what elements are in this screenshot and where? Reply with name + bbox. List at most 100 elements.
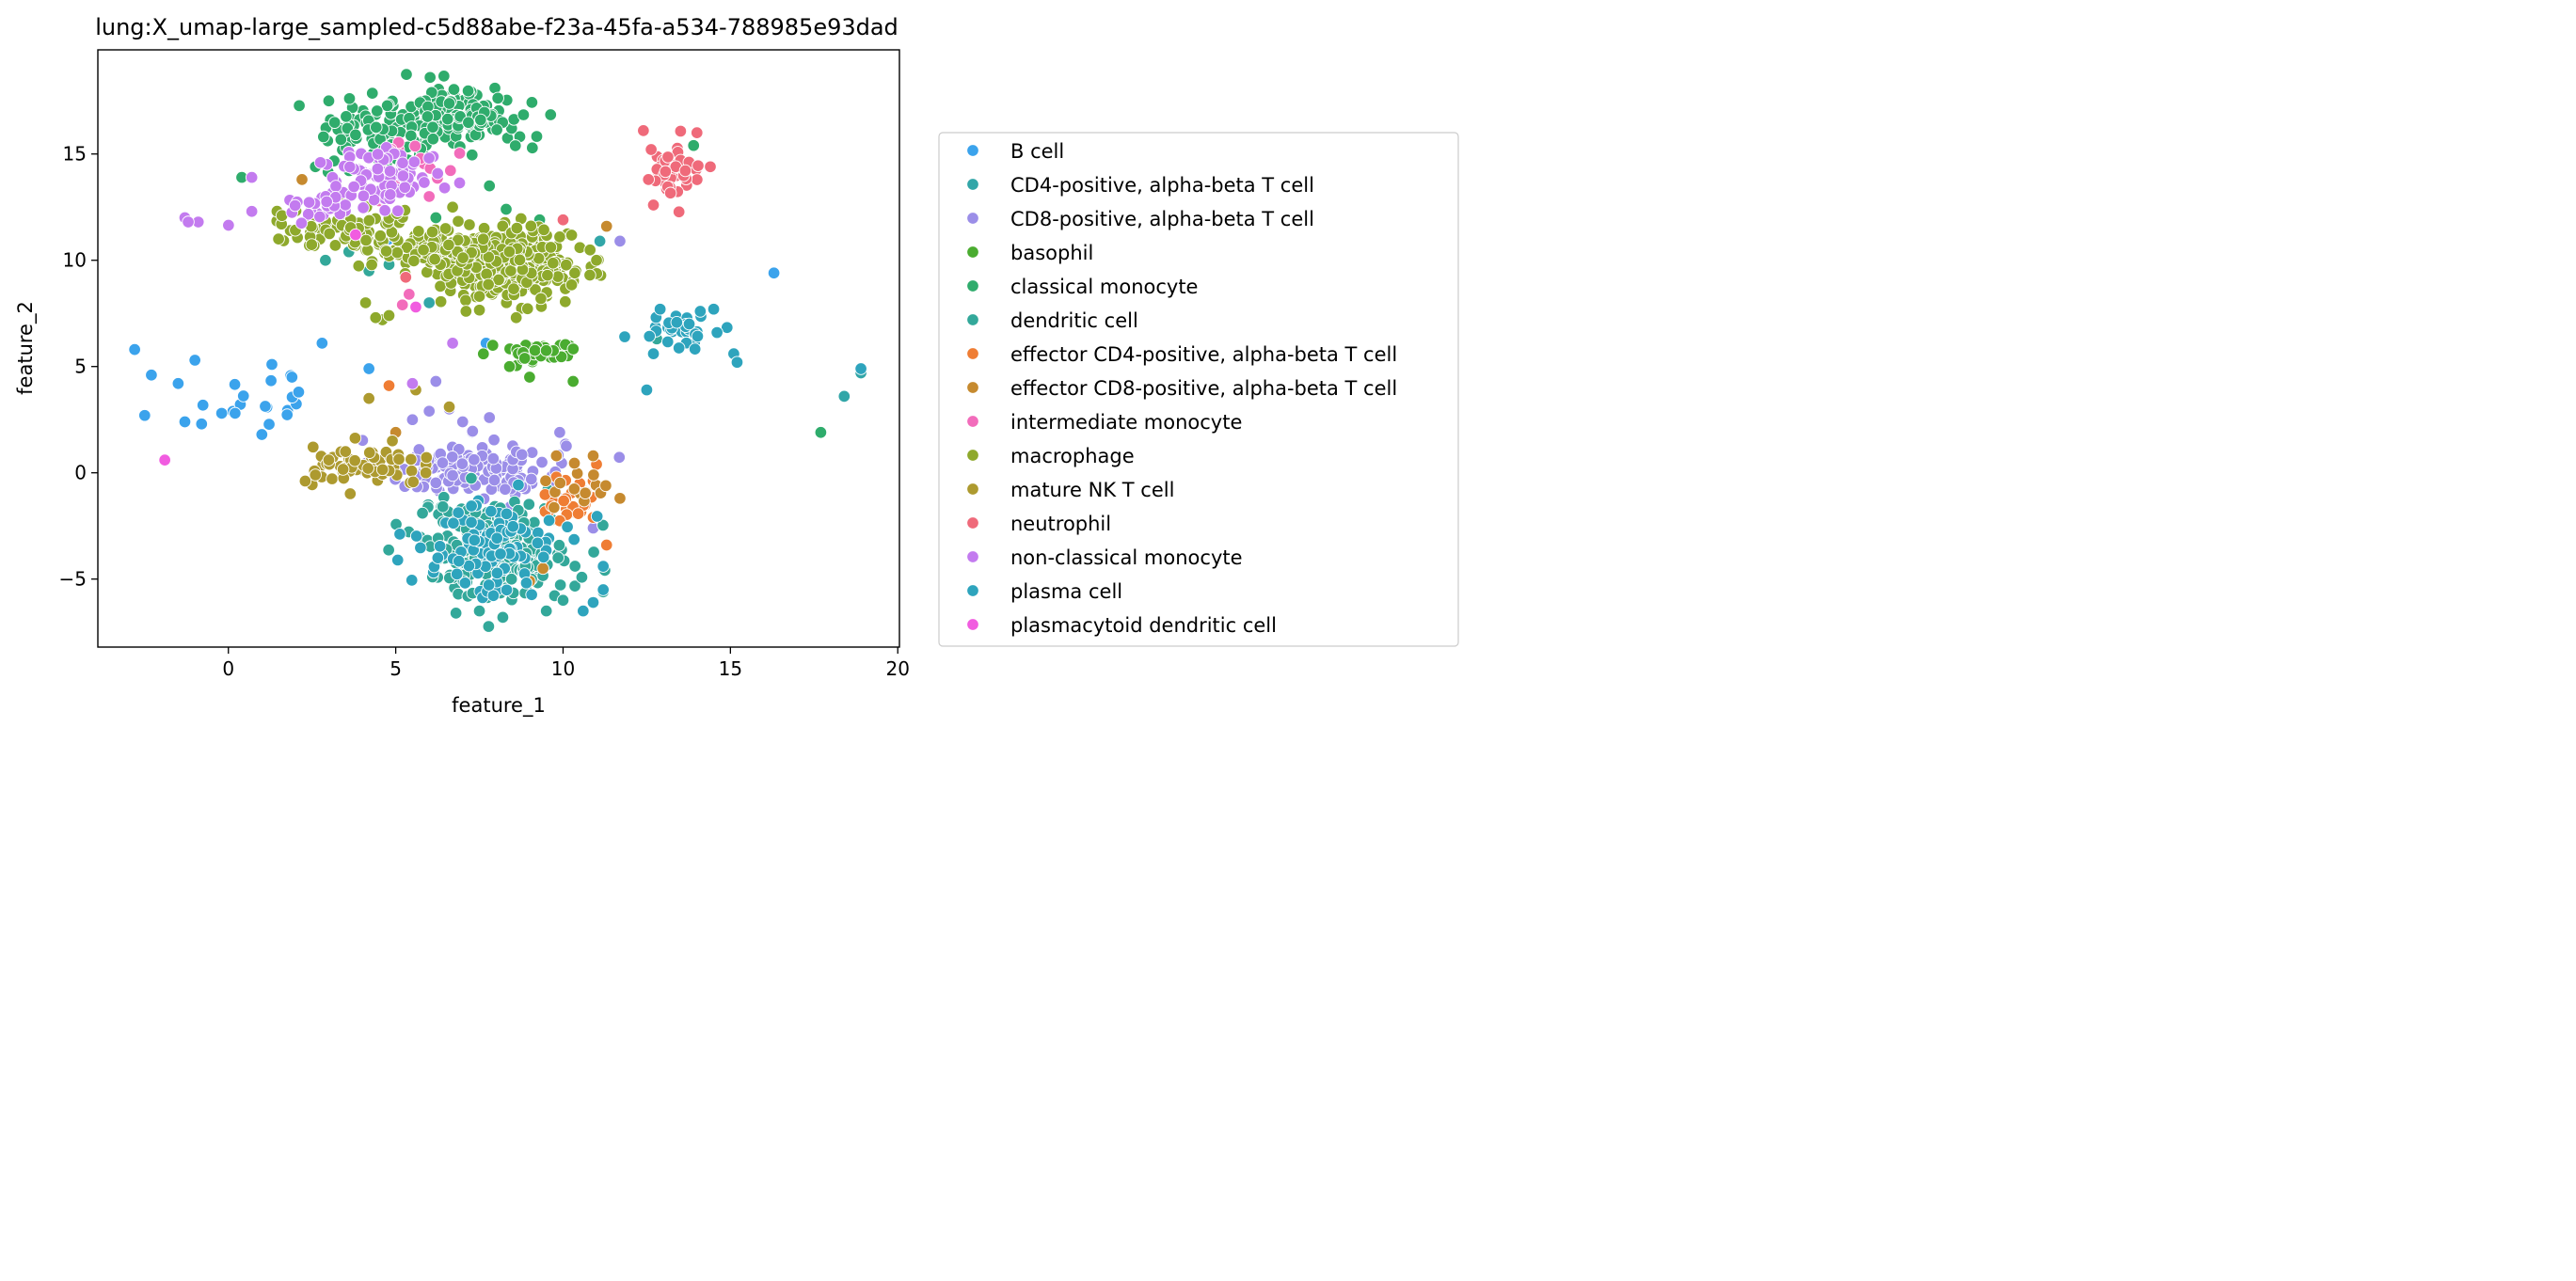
data-point [453,176,467,190]
data-point [544,108,558,121]
legend-item: effector CD8-positive, alpha-beta T cell [966,377,1397,400]
y-axis-label: feature_2 [14,301,38,395]
data-point [553,476,567,490]
data-point [593,234,607,248]
data-point [496,219,510,233]
data-point [363,446,376,459]
data-point [586,449,600,463]
data-point [524,219,538,233]
data-point [222,218,235,232]
data-point [519,577,533,590]
data-point [178,415,192,429]
data-point [553,230,566,244]
data-point [525,472,538,486]
data-point [646,347,660,360]
data-point [138,408,151,422]
legend-item: CD8-positive, alpha-beta T cell [966,208,1314,230]
data-point [406,475,420,489]
data-point [465,471,478,485]
data-point [426,132,440,146]
data-point [537,223,550,237]
series-9 [270,194,608,326]
data-point [596,560,610,573]
data-point [672,341,686,355]
legend-item: CD4-positive, alpha-beta T cell [966,174,1314,197]
data-point [305,238,319,251]
data-point [323,227,336,241]
legend-marker [966,415,979,428]
data-point [393,528,406,541]
data-point [500,507,514,521]
data-point [405,377,420,390]
data-point [522,498,536,511]
data-point [447,83,461,96]
data-point [419,466,433,480]
data-point [535,455,549,469]
data-point [612,451,627,465]
data-point [336,463,350,476]
y-tick-label: 10 [63,249,87,272]
series-0 [128,232,781,441]
legend-item: effector CD4-positive, alpha-beta T cell [966,343,1397,366]
data-point [196,398,210,412]
data-point [474,113,487,127]
data-point [557,494,570,508]
data-point [577,604,590,618]
data-point [158,453,171,467]
series-11 [399,124,717,284]
data-point [431,551,445,564]
data-point [342,92,357,105]
data-point [452,214,465,229]
data-point [490,531,503,545]
data-point [553,578,567,592]
legend-marker [966,178,979,191]
data-point [536,550,550,564]
legend-item: non-classical monocyte [966,546,1243,569]
data-point [444,164,457,178]
data-point [307,440,320,454]
data-point [414,541,427,555]
data-point [328,239,342,252]
data-point [405,465,419,478]
data-point [302,196,316,209]
legend-item: plasma cell [966,580,1122,603]
data-point [128,342,141,356]
data-point [646,198,660,212]
legend-label: CD8-positive, alpha-beta T cell [1010,208,1314,230]
data-point [339,198,352,212]
data-point [390,245,405,260]
data-point [313,210,326,224]
legend-label: non-classical monocyte [1010,546,1243,569]
data-point [255,428,269,441]
data-point [309,468,322,482]
data-point [596,583,610,596]
data-point [313,156,327,169]
data-point [405,413,420,426]
data-point [416,506,429,520]
data-point [618,330,631,343]
legend-marker [966,584,979,597]
data-point [587,468,600,482]
legend-item: basophil [966,242,1093,264]
data-point [382,544,395,557]
legend-item: macrophage [966,445,1135,467]
data-point [463,218,476,231]
data-point [682,317,696,331]
data-point [531,536,545,550]
data-point [509,139,522,152]
data-point [371,104,384,118]
data-point [171,377,185,390]
data-point [362,362,375,375]
legend-item: plasmacytoid dendritic cell [966,614,1277,637]
data-point [421,110,435,123]
data-point [182,215,195,229]
x-tick-label: 10 [551,657,575,680]
data-point [579,486,592,500]
data-point [472,604,486,618]
data-point [567,456,581,470]
data-point [429,211,443,225]
data-point [405,574,419,587]
legend-label: macrophage [1010,445,1135,467]
data-point [721,321,734,335]
data-point [653,302,667,316]
